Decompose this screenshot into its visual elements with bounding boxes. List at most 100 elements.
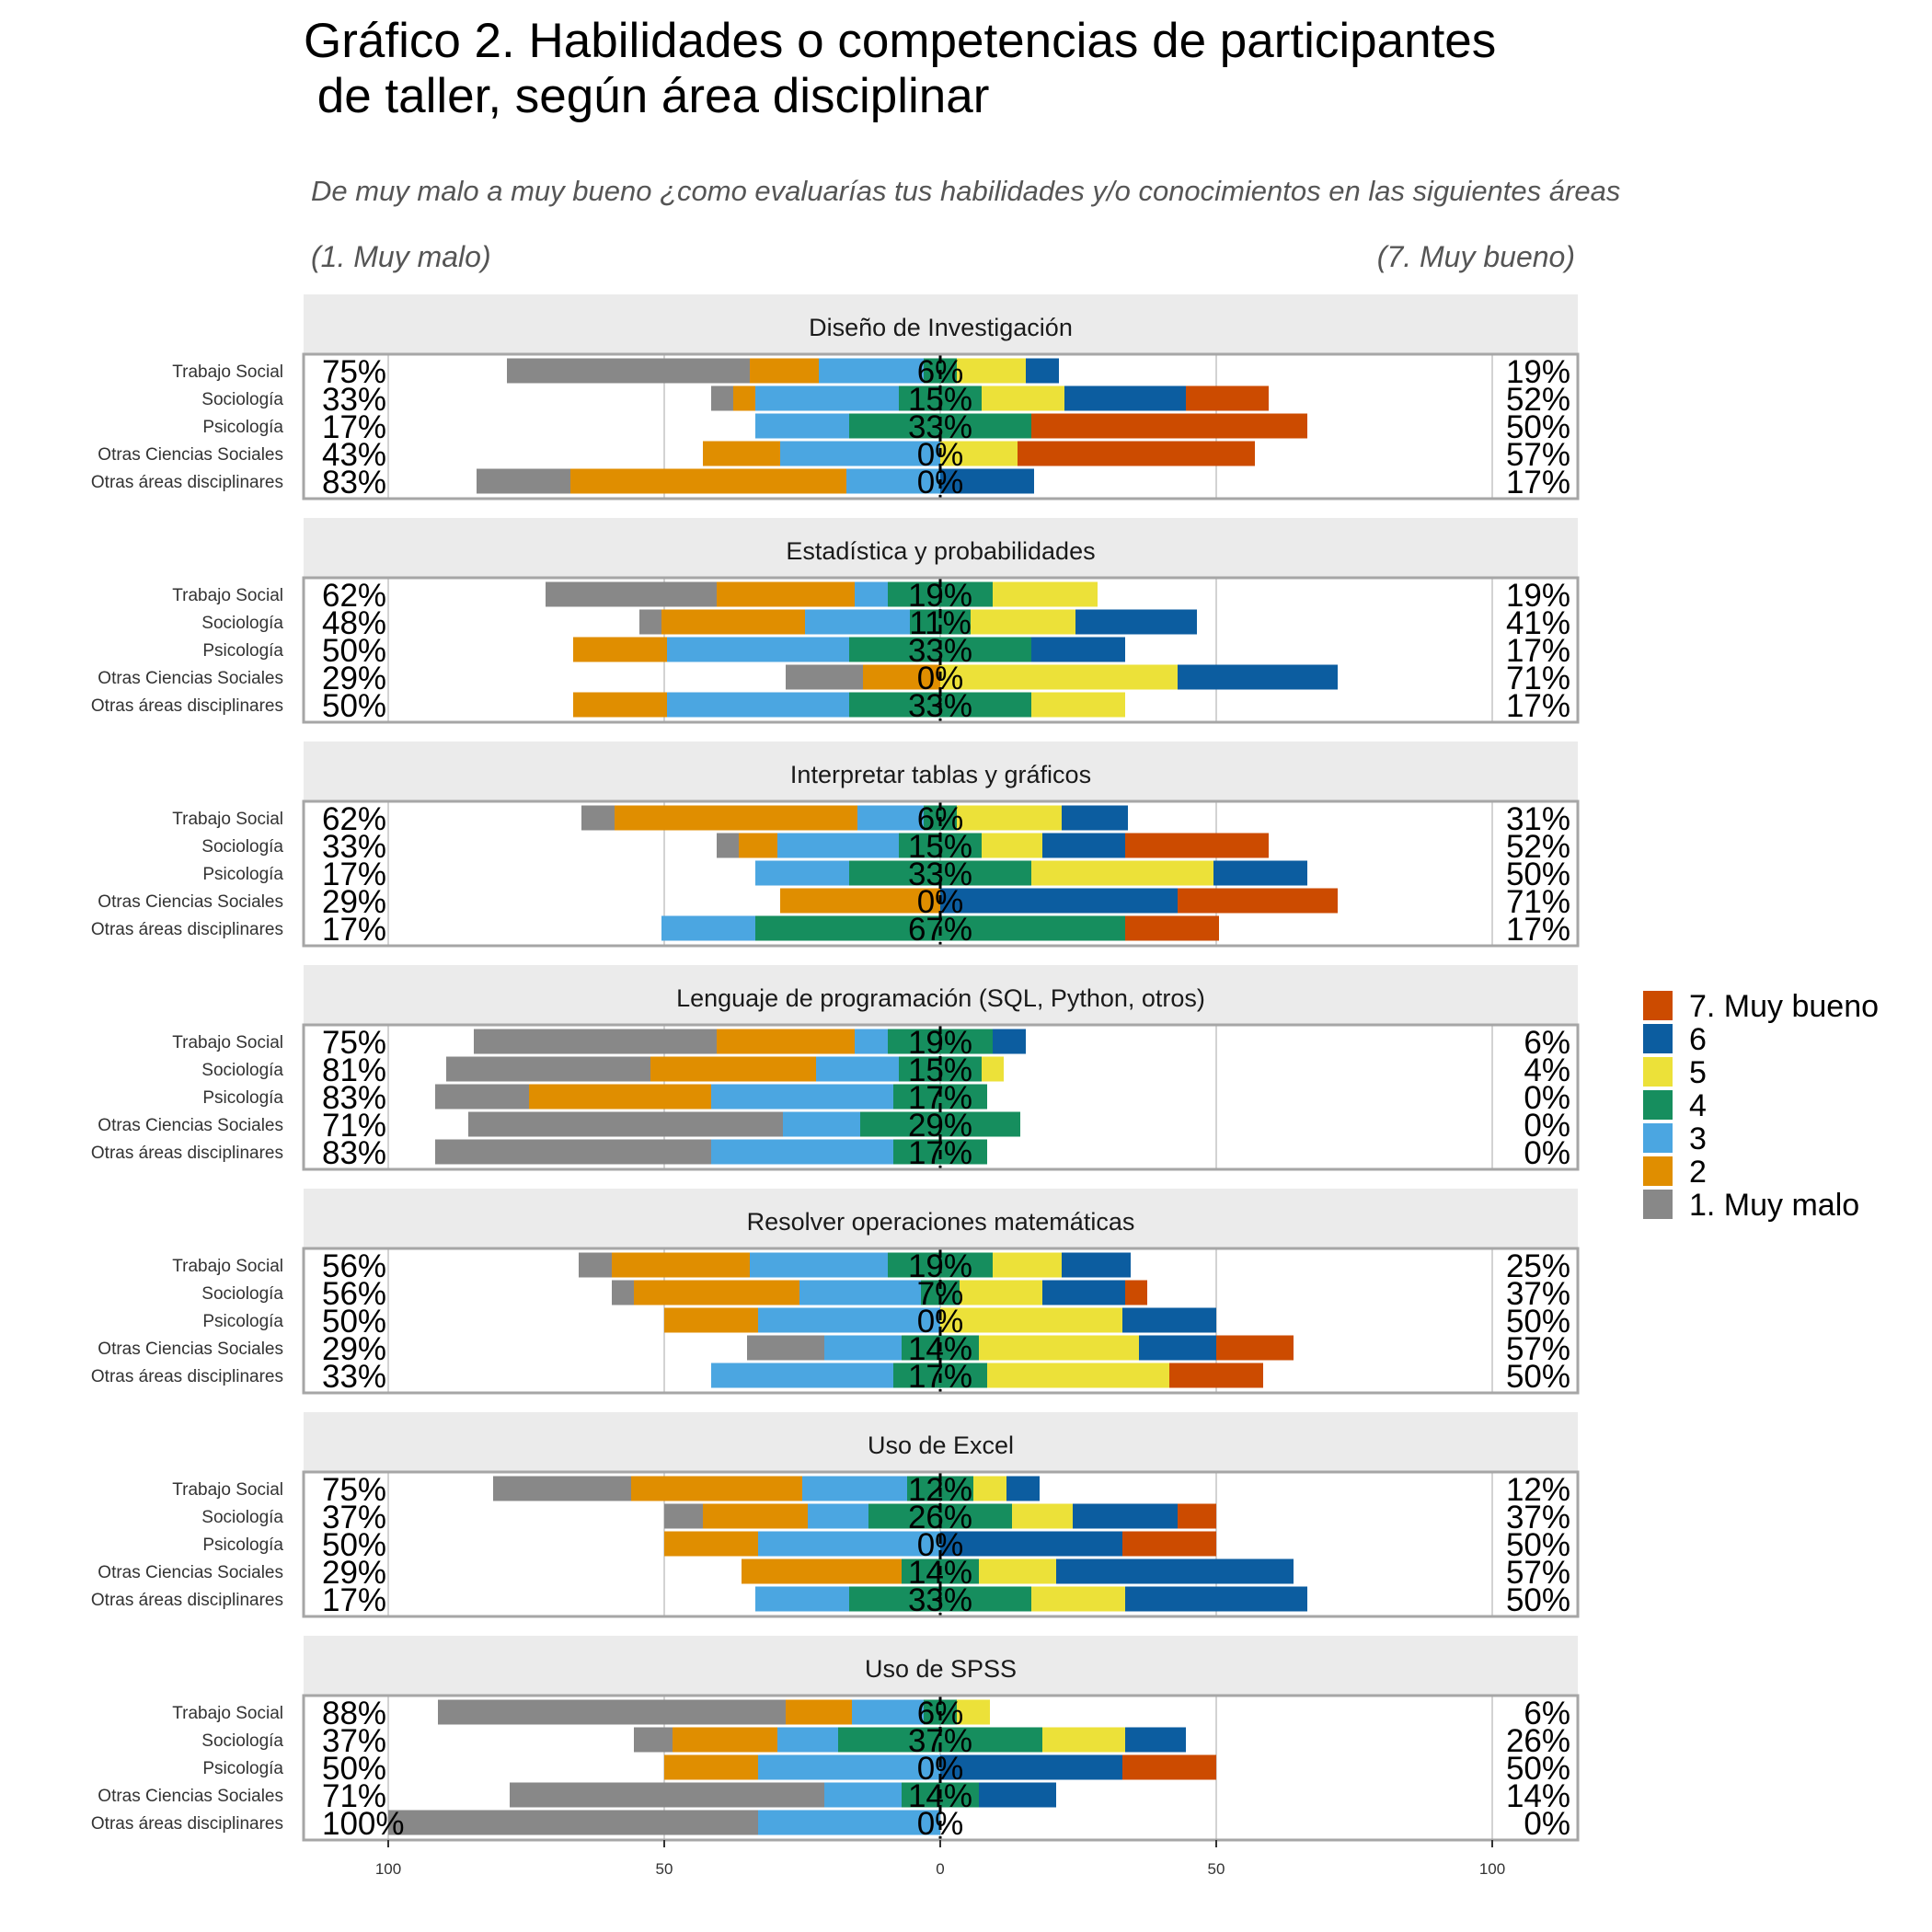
bar-segment-6 <box>1042 1280 1125 1305</box>
bar-segment-4 <box>899 385 940 411</box>
bar-row: Otras áreas disciplinares 17% 33% 50% <box>91 1582 1570 1618</box>
high-percent-label: 31% <box>1506 801 1570 837</box>
bar-segment-4 <box>940 1280 960 1305</box>
low-percent-label: 17% <box>322 912 386 948</box>
legend-label: 4 <box>1689 1088 1707 1123</box>
bar-row: Psicología 50% 0% 50% <box>202 1751 1570 1787</box>
bar-segment-3 <box>824 1782 902 1808</box>
low-percent-label: 29% <box>322 1331 386 1367</box>
bar-row: Otras áreas disciplinares 100% 0% 0% <box>91 1806 1570 1842</box>
bar-segment-3 <box>780 441 940 466</box>
bar-segment-4 <box>924 358 940 384</box>
low-percent-label: 48% <box>322 605 386 641</box>
panel-border <box>302 1470 1580 1618</box>
bar-segment-4 <box>940 1252 993 1278</box>
bar-segment-5 <box>1031 692 1125 718</box>
row-label: Otras áreas disciplinares <box>91 1814 283 1834</box>
high-percent-label: 17% <box>1506 465 1570 500</box>
bar-row: Trabajo Social 75% 6% 19% <box>172 354 1570 390</box>
bar-segment-4 <box>940 1503 1012 1529</box>
bar-segment-4 <box>940 1363 987 1388</box>
bar-segment-4 <box>940 1084 987 1110</box>
bar-segment-4 <box>849 413 940 439</box>
low-percent-label: 33% <box>322 382 386 418</box>
caption-left: (1. Muy malo) <box>311 240 491 273</box>
facet-resolver-operaciones-matematicas: Resolver operaciones matemáticas Trabajo … <box>91 1189 1580 1395</box>
bar-segment-3 <box>846 468 940 494</box>
bar-segment-2 <box>863 664 940 690</box>
bar-row: Psicología 50% 0% 50% <box>202 1527 1570 1563</box>
bar-segment-3 <box>852 1699 924 1725</box>
bar-row: Otras Ciencias Sociales 43% 0% 57% <box>98 437 1570 473</box>
facet-title: Estadística y probabilidades <box>786 537 1095 565</box>
high-percent-label: 0% <box>1524 1080 1570 1116</box>
bar-row: Otras Ciencias Sociales 29% 14% 57% <box>98 1555 1570 1591</box>
legend-label: 2 <box>1689 1155 1707 1190</box>
bar-segment-1-muy-malo <box>581 805 615 831</box>
bar-segment-4 <box>902 1782 940 1808</box>
high-percent-label: 19% <box>1506 578 1570 614</box>
legend-swatch <box>1643 1123 1673 1153</box>
bar-segment-4 <box>940 1335 979 1361</box>
bar-segment-4 <box>940 1558 979 1584</box>
x-tick-label: 0 <box>936 1860 944 1878</box>
bar-segment-1-muy-malo <box>639 609 661 635</box>
facet-strip <box>304 1189 1578 1248</box>
bar-row: Trabajo Social 75% 12% 12% <box>172 1472 1570 1508</box>
x-tick-label: 50 <box>656 1860 673 1878</box>
bar-segment-7-muy-bueno <box>1125 1280 1147 1305</box>
bar-segment-4 <box>940 413 1031 439</box>
bar-segment-4 <box>940 915 1125 941</box>
bar-segment-5 <box>971 609 1075 635</box>
bar-segment-2 <box>717 581 855 607</box>
row-label: Psicología <box>202 418 283 437</box>
high-percent-label: 50% <box>1506 1751 1570 1787</box>
bar-segment-4 <box>899 833 940 858</box>
bar-row: Sociología 37% 37% 26% <box>201 1723 1570 1759</box>
low-percent-label: 50% <box>322 1527 386 1563</box>
bar-segment-4 <box>940 637 1031 662</box>
high-percent-label: 50% <box>1506 1359 1570 1395</box>
high-percent-label: 50% <box>1506 857 1570 892</box>
low-percent-label: 71% <box>322 1778 386 1814</box>
row-label: Otras áreas disciplinares <box>91 473 283 492</box>
x-axis: 100 50 0 50 100 <box>375 1840 1505 1878</box>
high-percent-label: 50% <box>1506 1527 1570 1563</box>
bar-segment-1-muy-malo <box>477 468 570 494</box>
bar-segment-4 <box>755 915 940 941</box>
bar-segment-6 <box>1139 1335 1216 1361</box>
chart-title-line-2: de taller, según área disciplinar <box>304 69 989 123</box>
bar-segment-6 <box>1064 385 1186 411</box>
bar-segment-6 <box>1213 860 1307 886</box>
bar-row: Trabajo Social 62% 6% 31% <box>172 801 1570 837</box>
bar-segment-4 <box>849 692 940 718</box>
bar-segment-6 <box>1006 1476 1040 1501</box>
bar-row: Otras áreas disciplinares 33% 17% 50% <box>91 1359 1570 1395</box>
bar-row: Psicología 50% 0% 50% <box>202 1304 1570 1340</box>
high-percent-label: 57% <box>1506 1331 1570 1367</box>
high-percent-label: 57% <box>1506 437 1570 473</box>
high-percent-label: 19% <box>1506 354 1570 390</box>
bar-segment-3 <box>758 1307 940 1333</box>
bar-segment-4 <box>940 1699 957 1725</box>
bar-segment-5 <box>993 581 1098 607</box>
bar-segment-5 <box>1031 1586 1125 1612</box>
bar-segment-3 <box>783 1111 860 1137</box>
facets: Diseño de Investigación Trabajo Social 75%… <box>91 294 1580 1842</box>
bar-segment-3 <box>758 1754 940 1780</box>
panel-border <box>302 799 1580 948</box>
bar-segment-5 <box>979 1558 1056 1584</box>
high-percent-label: 17% <box>1506 633 1570 669</box>
low-percent-label: 83% <box>322 1080 386 1116</box>
low-percent-label: 29% <box>322 661 386 696</box>
panel-border <box>302 1247 1580 1395</box>
bar-row: Otras Ciencias Sociales 29% 0% 71% <box>98 661 1570 696</box>
bar-segment-6 <box>1042 833 1125 858</box>
bar-segment-6 <box>1073 1503 1178 1529</box>
bar-segment-3 <box>802 1476 907 1501</box>
bar-segment-5 <box>957 1699 990 1725</box>
facet-strip <box>304 742 1578 801</box>
bar-segment-4 <box>924 805 940 831</box>
